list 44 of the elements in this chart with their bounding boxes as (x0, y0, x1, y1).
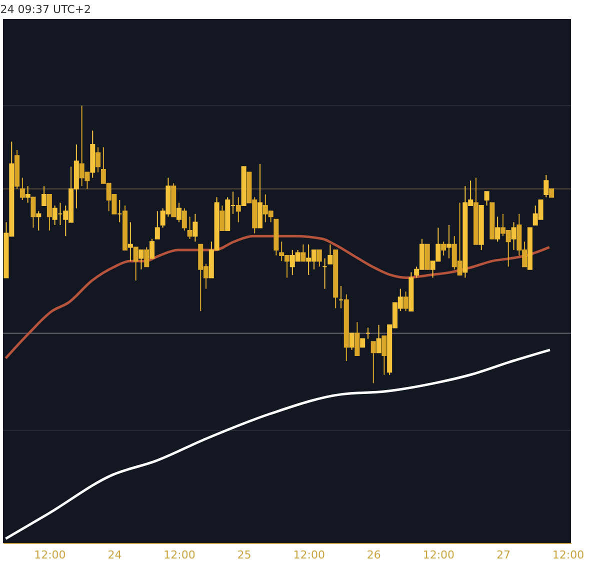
candlestick (446, 224, 452, 259)
candlestick (316, 249, 322, 268)
candlestick (25, 186, 30, 204)
candlestick (128, 222, 133, 262)
x-tick-label: 25 (237, 548, 252, 562)
candlestick (382, 336, 387, 376)
candlestick (192, 213, 198, 242)
candlestick (544, 174, 549, 198)
candlestick (144, 246, 150, 268)
candlestick (328, 244, 333, 264)
candlestick (36, 210, 42, 232)
candlestick (133, 246, 138, 281)
candlestick (30, 196, 36, 228)
text: 24 09:37 UTC+2 (0, 3, 91, 16)
x-tick-label: 27 (496, 548, 510, 562)
candlestick (220, 205, 225, 232)
candlestick (20, 177, 25, 200)
candlestick (484, 191, 490, 206)
candlestick (150, 238, 155, 259)
candlestick (46, 194, 52, 232)
candlestick (182, 208, 187, 232)
candlestick (511, 222, 516, 250)
x-tick-label: 26 (366, 548, 381, 562)
candlestick (96, 146, 101, 173)
candlestick (354, 322, 360, 356)
candlestick (300, 244, 306, 262)
candlestick (176, 202, 182, 223)
x-tick-label: 12:00 (164, 548, 196, 562)
x-tick-label: 12:00 (552, 548, 584, 562)
x-tick-label: 24 (108, 548, 122, 562)
x-tick-label: 12:00 (293, 548, 325, 562)
candlestick (370, 341, 376, 384)
candlestick (441, 241, 446, 256)
candlestick (154, 210, 160, 240)
candlestick (236, 196, 241, 223)
candlestick (42, 186, 47, 206)
candlestick (403, 291, 408, 312)
candlestick (495, 216, 500, 242)
x-tick-label: 12:00 (422, 548, 455, 562)
candlestick (376, 324, 382, 354)
candlestick (349, 332, 354, 350)
candlestick (187, 216, 192, 240)
x-tick-label: 12:00 (34, 548, 66, 562)
candlestick (138, 249, 144, 270)
